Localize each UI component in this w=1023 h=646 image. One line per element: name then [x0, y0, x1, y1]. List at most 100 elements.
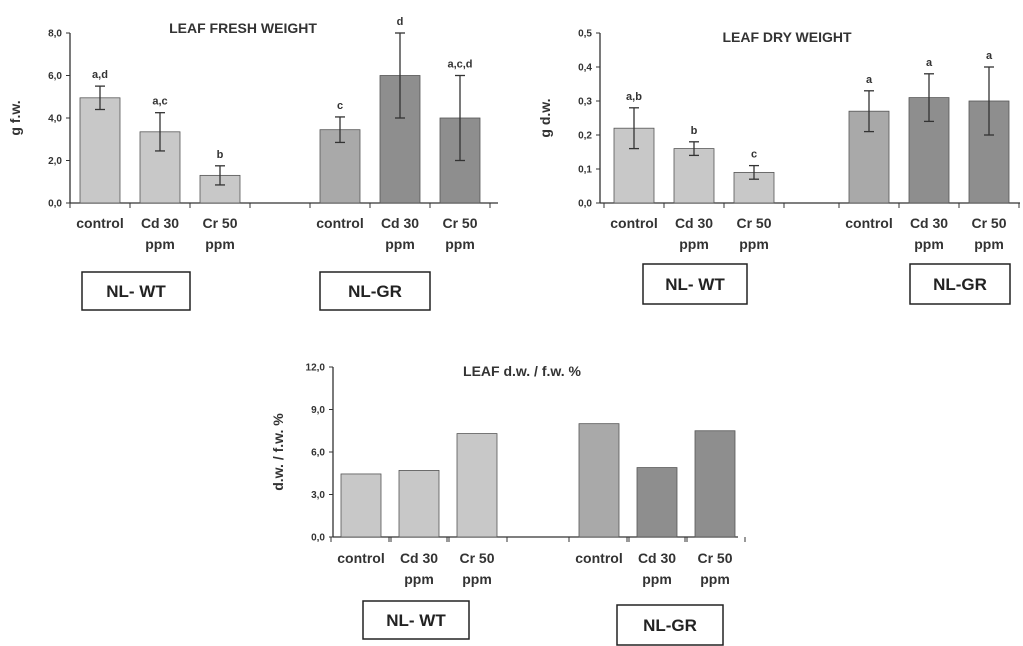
x-tick-label-line: control: [845, 215, 892, 231]
x-tick-label-line: control: [337, 550, 384, 566]
x-tick-label-line: control: [316, 215, 363, 231]
x-tick-label: Cd 30 ppm: [381, 215, 419, 252]
y-tick-label: 0,0: [578, 199, 592, 210]
x-tick-label-line: ppm: [205, 236, 235, 252]
x-tick-label-line: control: [76, 215, 123, 231]
y-tick-label: 0,0: [311, 533, 325, 544]
significance-label: d: [397, 16, 404, 28]
x-tick-label-line: ppm: [679, 236, 709, 252]
y-axis-label: g d.w.: [537, 98, 553, 137]
bar: [79, 97, 121, 204]
y-axis-label: g f.w.: [7, 100, 23, 135]
group-label: NL-GR: [933, 275, 987, 294]
x-tick-label: Cd 30 ppm: [910, 215, 948, 252]
significance-label: a,b: [626, 91, 642, 103]
chart-title: LEAF FRESH WEIGHT: [169, 20, 317, 36]
x-tick-label-line: Cr 50: [202, 215, 237, 231]
y-tick-label: 0,5: [578, 29, 592, 40]
y-tick-label: 0,4: [578, 63, 592, 74]
y-tick-label: 0,3: [578, 97, 592, 108]
x-tick-label: Cr 50 ppm: [202, 215, 237, 252]
x-tick-label-line: Cr 50: [971, 215, 1006, 231]
x-tick-label-line: ppm: [404, 571, 434, 587]
x-tick-label: control: [610, 215, 657, 231]
significance-label: a,c,d: [447, 59, 472, 71]
bar: [456, 433, 498, 538]
x-tick-label-line: ppm: [974, 236, 1004, 252]
y-tick-label: 0,0: [48, 199, 62, 210]
group-label: NL-GR: [643, 616, 697, 635]
x-tick-label-line: Cd 30: [381, 215, 419, 231]
x-tick-label-line: ppm: [700, 571, 730, 587]
y-tick-label: 8,0: [48, 29, 62, 40]
x-tick-label-line: Cr 50: [736, 215, 771, 231]
bar: [578, 423, 620, 538]
x-tick-label-line: Cd 30: [638, 550, 676, 566]
significance-label: a: [986, 50, 993, 62]
y-tick-label: 3,0: [311, 490, 325, 501]
chart-title: LEAF DRY WEIGHT: [722, 29, 852, 45]
group-label-box: [616, 604, 724, 646]
significance-label: a,c: [152, 96, 167, 108]
bar: [673, 148, 715, 204]
x-tick-label-line: ppm: [462, 571, 492, 587]
bar: [694, 430, 736, 538]
x-tick-label: Cd 30 ppm: [675, 215, 713, 252]
bar: [340, 473, 382, 538]
x-tick-label-line: ppm: [145, 236, 175, 252]
x-tick-label-line: control: [575, 550, 622, 566]
group-label: NL-GR: [348, 282, 402, 301]
x-tick-label-line: ppm: [445, 236, 475, 252]
x-tick-label-line: Cd 30: [910, 215, 948, 231]
group-label-box: [81, 271, 191, 311]
x-tick-label: Cr 50 ppm: [442, 215, 477, 252]
ratio-panel: LEAF d.w. / f.w. % d.w. / f.w. % 0,0 3,0 6,0…: [270, 363, 746, 646]
group-label-box: [319, 271, 431, 311]
x-tick-label: Cr 50 ppm: [697, 550, 732, 587]
y-tick-label: 9,0: [311, 405, 325, 416]
group-label: NL- WT: [106, 282, 166, 301]
x-tick-label: Cd 30 ppm: [400, 550, 438, 587]
y-tick-label: 2,0: [48, 156, 62, 167]
x-tick-label-line: ppm: [642, 571, 672, 587]
x-tick-label-line: Cd 30: [400, 550, 438, 566]
x-tick-label: Cd 30 ppm: [638, 550, 676, 587]
y-axis-label: d.w. / f.w. %: [270, 413, 286, 491]
y-tick-label: 4,0: [48, 114, 62, 125]
x-tick-label: Cr 50 ppm: [459, 550, 494, 587]
significance-label: c: [751, 149, 757, 161]
x-tick-label: control: [337, 550, 384, 566]
x-tick-label: Cr 50 ppm: [971, 215, 1006, 252]
y-tick-label: 6,0: [48, 71, 62, 82]
fresh-weight-panel: LEAF FRESH WEIGHT g f.w. 0,0 2,0 4,0 6,0 8,0 a,…: [7, 16, 498, 311]
significance-label: c: [337, 100, 343, 112]
x-tick-label-line: Cr 50: [442, 215, 477, 231]
x-tick-label: control: [316, 215, 363, 231]
x-tick-label: Cd 30 ppm: [141, 215, 179, 252]
x-tick-label: control: [845, 215, 892, 231]
chart-title: LEAF d.w. / f.w. %: [463, 363, 582, 379]
x-tick-label-line: ppm: [914, 236, 944, 252]
x-tick-label-line: control: [610, 215, 657, 231]
x-tick-label: control: [575, 550, 622, 566]
significance-label: a: [926, 57, 933, 69]
significance-label: a: [866, 74, 873, 86]
x-tick-label-line: ppm: [385, 236, 415, 252]
significance-label: a,d: [92, 69, 108, 81]
y-tick-label: 0,1: [578, 165, 592, 176]
group-label-box: [909, 263, 1011, 305]
significance-label: b: [691, 125, 698, 137]
x-tick-label-line: Cr 50: [697, 550, 732, 566]
group-label: NL- WT: [386, 611, 446, 630]
x-tick-label-line: Cd 30: [141, 215, 179, 231]
y-tick-label: 0,2: [578, 131, 592, 142]
x-tick-label-line: ppm: [739, 236, 769, 252]
x-tick-label-line: Cr 50: [459, 550, 494, 566]
x-tick-label: Cr 50 ppm: [736, 215, 771, 252]
bar: [398, 470, 440, 538]
dry-weight-panel: LEAF DRY WEIGHT g d.w. 0,0 0,1 0,2 0,3 0,4 0,5 a…: [537, 29, 1020, 305]
y-tick-label: 6,0: [311, 448, 325, 459]
x-tick-label: control: [76, 215, 123, 231]
significance-label: b: [217, 149, 224, 161]
